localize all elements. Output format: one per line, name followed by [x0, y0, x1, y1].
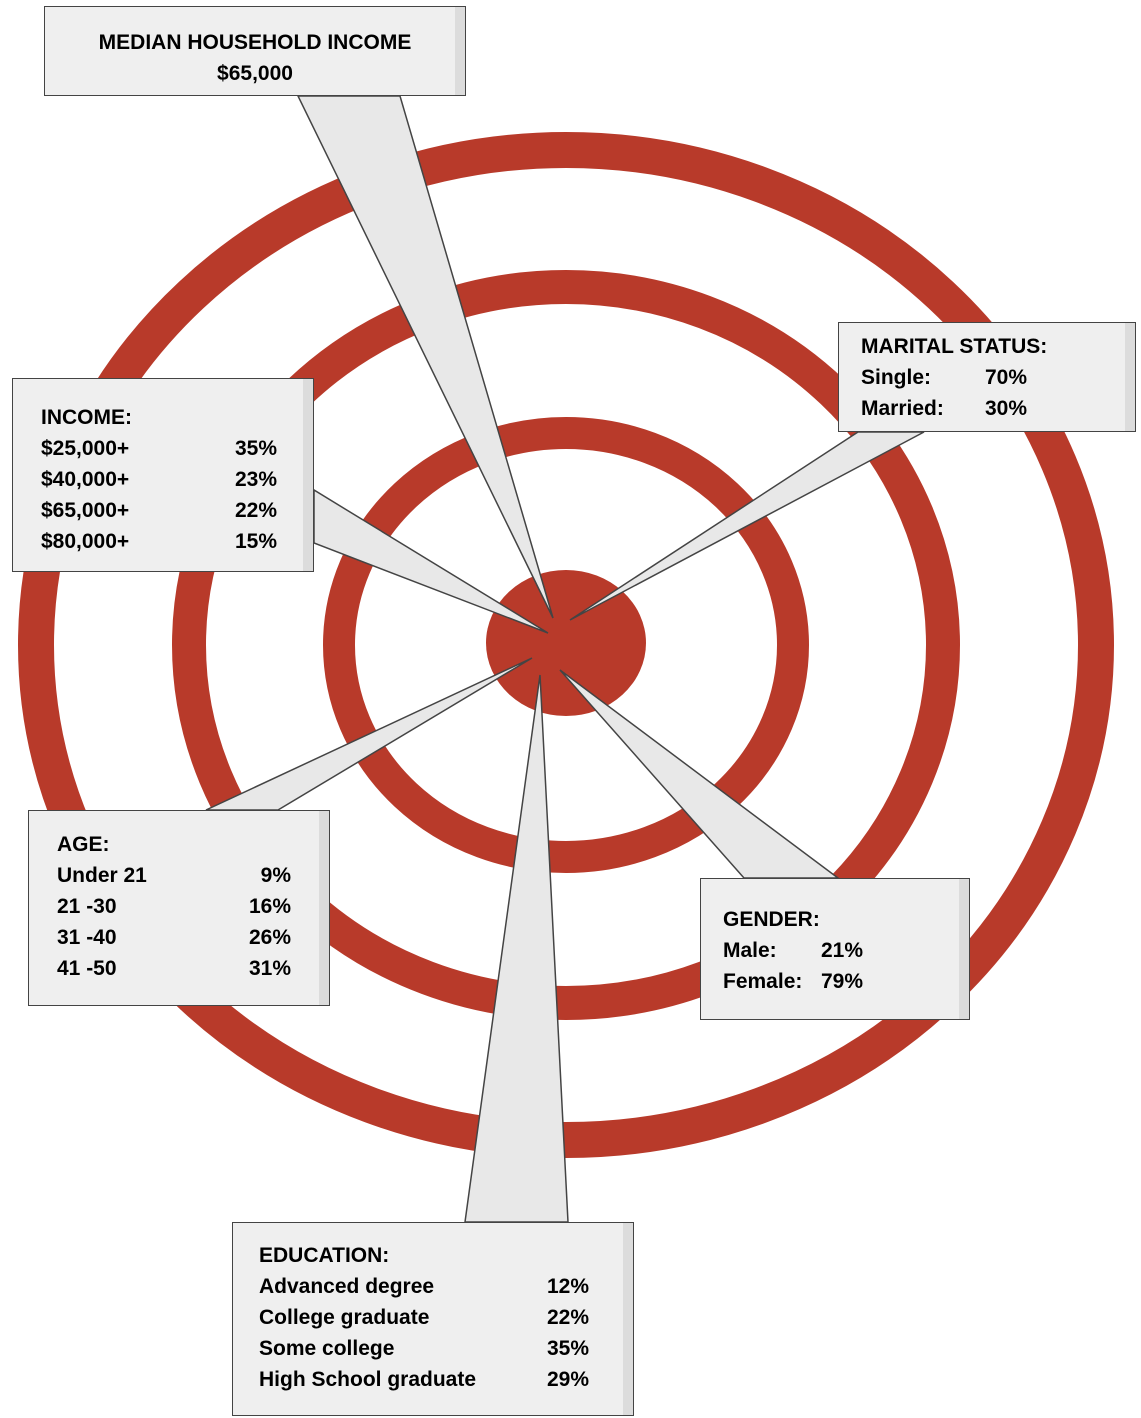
median-income-title: MEDIAN HOUSEHOLD INCOME — [98, 31, 412, 54]
education-value: 22% — [546, 1306, 589, 1329]
age-callout: AGE: Under 21 9% 21 -30 16% 31 -40 26% 4… — [28, 810, 330, 1006]
marital-value: 30% — [984, 397, 1027, 420]
marital-status-callout: MARITAL STATUS: Single: 70% Married: 30% — [838, 322, 1136, 432]
education-callout: EDUCATION: Advanced degree 12% College g… — [232, 1222, 634, 1416]
third-ring — [323, 417, 809, 873]
marital-label: Single: — [861, 366, 932, 389]
age-row: 21 -30 16% — [57, 891, 291, 922]
education-label: College graduate — [259, 1306, 430, 1329]
income-row: $80,000+ 15% — [41, 526, 277, 557]
income-row: $65,000+ 22% — [41, 495, 277, 526]
age-label: 21 -30 — [57, 895, 117, 918]
bullseye — [486, 570, 646, 716]
gender-title: GENDER: — [723, 908, 820, 931]
outer-ring — [18, 132, 1114, 1158]
income-pointer — [313, 488, 549, 634]
education-label: Advanced degree — [259, 1275, 435, 1298]
income-value: 15% — [234, 530, 277, 553]
age-title: AGE: — [57, 833, 110, 856]
income-label: $25,000+ — [41, 437, 130, 460]
education-value: 12% — [546, 1275, 589, 1298]
income-label: $80,000+ — [41, 530, 130, 553]
marital-pointer — [569, 431, 925, 621]
education-row: Advanced degree 12% — [259, 1271, 589, 1302]
marital-status-title: MARITAL STATUS: — [861, 335, 1048, 358]
education-value: 29% — [546, 1368, 589, 1391]
income-label: $40,000+ — [41, 468, 130, 491]
age-label: 31 -40 — [57, 926, 117, 949]
marital-label: Married: — [861, 397, 944, 420]
age-row: 31 -40 26% — [57, 922, 291, 953]
median-income-callout: MEDIAN HOUSEHOLD INCOME $65,000 — [44, 6, 466, 96]
age-pointer — [205, 657, 533, 811]
income-row: $25,000+ 35% — [41, 433, 277, 464]
income-value: 22% — [234, 499, 277, 522]
education-label: Some college — [259, 1337, 395, 1360]
gender-label: Male: — [723, 939, 777, 962]
age-label: 41 -50 — [57, 957, 117, 980]
age-value: 31% — [248, 957, 291, 980]
age-value: 9% — [260, 864, 291, 887]
second-ring — [172, 270, 960, 1020]
income-value: 23% — [234, 468, 277, 491]
education-title: EDUCATION: — [259, 1244, 390, 1267]
age-row: 41 -50 31% — [57, 953, 291, 984]
education-row: College graduate 22% — [259, 1302, 589, 1333]
education-row: Some college 35% — [259, 1333, 589, 1364]
median-income-value: $65,000 — [217, 62, 293, 85]
education-value: 35% — [546, 1337, 589, 1360]
age-label: Under 21 — [57, 864, 147, 887]
education-label: High School graduate — [259, 1368, 477, 1391]
gender-label: Female: — [723, 970, 803, 993]
education-pointer — [464, 674, 569, 1223]
income-value: 35% — [234, 437, 277, 460]
gender-callout: GENDER: Male: 21% Female: 79% — [700, 878, 970, 1020]
age-row: Under 21 9% — [57, 860, 291, 891]
education-row: High School graduate 29% — [259, 1364, 589, 1395]
gender-row: Female: 79% — [723, 966, 863, 997]
gender-value: 21% — [820, 939, 863, 962]
marital-row: Married: 30% — [861, 393, 1027, 424]
marital-row: Single: 70% — [861, 362, 1027, 393]
income-title: INCOME: — [41, 406, 132, 429]
income-callout: INCOME: $25,000+ 35% $40,000+ 23% $65,00… — [12, 378, 314, 572]
age-value: 16% — [248, 895, 291, 918]
marital-value: 70% — [984, 366, 1027, 389]
target-rings — [18, 132, 1114, 1158]
gender-row: Male: 21% — [723, 935, 863, 966]
income-row: $40,000+ 23% — [41, 464, 277, 495]
income-label: $65,000+ — [41, 499, 130, 522]
age-value: 26% — [248, 926, 291, 949]
median-pointer — [296, 95, 554, 619]
callout-pointers — [205, 95, 925, 1223]
gender-value: 79% — [820, 970, 863, 993]
